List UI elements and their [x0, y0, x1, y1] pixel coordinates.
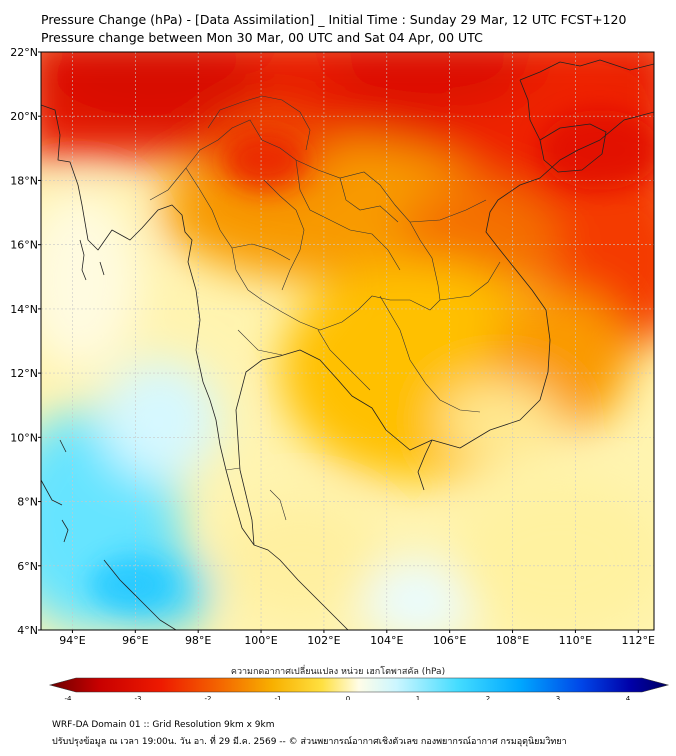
colorbar-tick-label: -2	[205, 695, 212, 700]
tick-label-lat: 18°N	[10, 174, 38, 187]
tick-label-lat: 22°N	[10, 46, 38, 59]
tick-label-lon: 96°E	[122, 634, 148, 647]
tick-label-lat: 14°N	[10, 303, 38, 316]
borders	[149, 95, 501, 521]
footer-update-info: ปรับปรุงข้อมูล ณ เวลา 19:00น. วัน อา. ที…	[52, 737, 567, 747]
colorbar-tick-label: 1	[416, 695, 420, 700]
tick-label-lat: 10°N	[10, 431, 38, 444]
colorbar-tick-label: -1	[275, 695, 282, 700]
tick-label-lat: 12°N	[10, 367, 38, 380]
tick-label-lat: 16°N	[10, 239, 38, 252]
coastlines	[41, 59, 654, 630]
plot-frame	[40, 51, 655, 631]
tick-label-lon: 108°E	[496, 634, 529, 647]
colorbar-title: ความกดอากาศเปลี่ยนแปลง หน่วย เฮกโตพาสคัล…	[230, 667, 446, 677]
map-container: 94°E 96°E 98°E 100°E 102°E 104°E 106°E 108°E 110…	[0, 0, 676, 703]
graticule	[41, 52, 654, 630]
colorbar-tick-label: 2	[486, 695, 490, 700]
tick-label-lat: 20°N	[10, 110, 38, 123]
tick-label-lon: 106°E	[433, 634, 466, 647]
tick-label-lat: 8°N	[17, 496, 38, 509]
pressure-change-map[interactable]: 94°E 96°E 98°E 100°E 102°E 104°E 106°E 108°E 110…	[0, 0, 676, 703]
footer-domain-info: WRF-DA Domain 01 :: Grid Resolution 9km …	[52, 720, 275, 730]
tick-label-lon: 94°E	[59, 634, 85, 647]
chart-subtitle: Pressure change between Mon 30 Mar, 00 U…	[41, 30, 483, 45]
tick-label-lon: 104°E	[370, 634, 403, 647]
tick-label-lon: 98°E	[185, 634, 211, 647]
colorbar-tick-label: 0	[346, 695, 350, 700]
tick-label-lon: 102°E	[307, 634, 340, 647]
chart-title: Pressure Change (hPa) - [Data Assimilati…	[41, 12, 627, 27]
pressure-field	[41, 52, 654, 630]
colorbar-tick-label: -4	[65, 695, 73, 700]
tick-label-lon: 110°E	[559, 634, 592, 647]
colorbar: -4 -3 -2 -1 0 1 2 3 4	[48, 677, 670, 703]
tick-label-lat: 6°N	[17, 560, 38, 573]
axis-labels: 94°E 96°E 98°E 100°E 102°E 104°E 106°E 108°E 110…	[10, 46, 655, 647]
colorbar-bar	[48, 677, 670, 693]
colorbar-tick-label: 4	[626, 695, 631, 700]
colorbar-tick-label: 3	[556, 695, 560, 700]
tick-label-lon: 100°E	[244, 634, 277, 647]
tick-label-lon: 112°E	[622, 634, 655, 647]
colorbar-tick-label: -3	[135, 695, 142, 700]
tick-label-lat: 4°N	[17, 624, 38, 637]
